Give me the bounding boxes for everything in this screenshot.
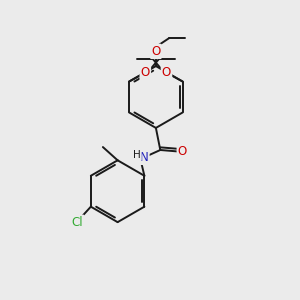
Text: O: O	[162, 66, 171, 79]
Text: N: N	[140, 151, 148, 164]
Text: O: O	[151, 45, 160, 58]
Text: Cl: Cl	[72, 216, 83, 229]
Text: O: O	[178, 145, 187, 158]
Text: O: O	[141, 66, 150, 79]
Text: H: H	[133, 150, 141, 160]
